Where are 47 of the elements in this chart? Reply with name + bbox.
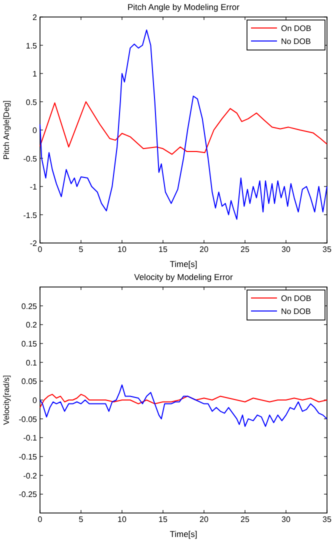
y-axis-title: Velocity[rad/s] [2, 375, 11, 425]
y-tick-label: -1 [30, 182, 38, 192]
legend-label: No DOB [281, 37, 311, 46]
x-tick-label: 35 [322, 515, 332, 524]
y-axis-title: Pitch Angle[Deg] [2, 100, 11, 160]
y-tick-label: -2 [30, 239, 38, 248]
line-series [40, 101, 328, 155]
y-tick-label: 0.25 [21, 302, 38, 311]
y-tick-label: -0.15 [18, 452, 38, 462]
y-tick-label: 1.5 [26, 41, 38, 50]
y-tick-label: -0.05 [18, 414, 38, 424]
x-tick-label: 15 [158, 515, 168, 524]
x-tick-label: 35 [322, 245, 332, 254]
legend-label: On DOB [281, 24, 312, 33]
x-tick-label: 25 [240, 245, 250, 254]
y-tick-label: 0.2 [26, 320, 38, 330]
y-tick-label: 0.05 [21, 377, 38, 386]
legend-label: On DOB [281, 294, 312, 303]
y-tick-label: 0 [32, 396, 38, 405]
line-series [40, 384, 328, 427]
y-tick-label: 0.15 [21, 340, 38, 348]
y-tick-label: 2 [32, 13, 38, 22]
x-axis-title: Time[s] [170, 529, 198, 539]
y-tick-label: -0.5 [23, 154, 38, 164]
chart-title: Velocity by Modeling Error [134, 272, 234, 282]
x-tick-label: 10 [118, 245, 127, 254]
legend-label: No DOB [281, 307, 311, 316]
chart-title: Pitch Angle by Modeling Error [128, 2, 240, 12]
x-tick-label: 5 [78, 245, 84, 254]
x-tick-label: 5 [78, 515, 84, 524]
x-tick-label: 20 [200, 515, 209, 524]
y-tick-label: 1 [32, 70, 38, 78]
y-tick-label: -1.5 [23, 210, 38, 220]
line-series [40, 394, 328, 408]
x-tick-label: 15 [158, 245, 168, 254]
x-axis-title: Time[s] [170, 259, 198, 269]
x-tick-label: 20 [200, 245, 209, 254]
y-tick-label: 0 [32, 126, 38, 135]
x-tick-label: 30 [282, 515, 291, 524]
y-tick-label: -0.2 [23, 471, 38, 480]
y-tick-label: -0.25 [18, 490, 38, 500]
x-tick-label: 25 [240, 515, 250, 524]
x-tick-label: 30 [282, 245, 291, 254]
y-tick-label: 0.1 [26, 358, 38, 368]
y-tick-label: 0.5 [26, 98, 38, 107]
x-tick-label: 10 [118, 515, 127, 524]
y-tick-label: -0.1 [23, 434, 38, 443]
